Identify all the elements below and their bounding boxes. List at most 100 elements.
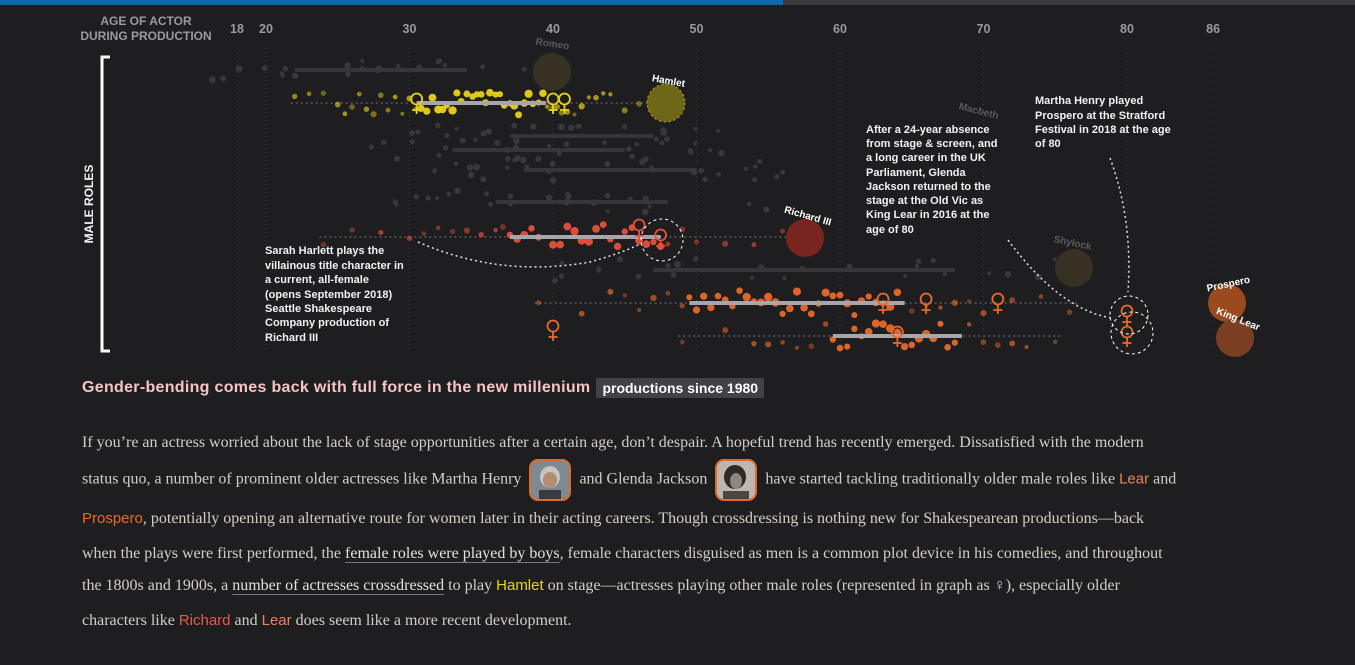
data-point — [478, 231, 485, 238]
boys-roles-link[interactable]: female roles were played by boys — [345, 545, 560, 562]
data-point — [292, 93, 298, 100]
shylock-ghost-bubble — [1055, 249, 1093, 287]
ghost-point — [529, 123, 537, 131]
data-point — [864, 328, 873, 336]
ghost-point — [752, 177, 758, 183]
ghost-point — [504, 146, 511, 154]
data-point — [600, 91, 606, 96]
ghost-point — [688, 149, 694, 155]
chart-marks — [290, 88, 1134, 352]
female-actor-marker — [558, 92, 571, 114]
glenda-jackson-avatar[interactable] — [715, 459, 758, 501]
data-point — [578, 310, 585, 317]
article-text: and — [234, 612, 258, 629]
ghost-point — [208, 76, 216, 84]
data-point — [980, 310, 987, 317]
ghost-point — [665, 263, 671, 269]
hamlet-link[interactable]: Hamlet — [496, 577, 544, 594]
ghost-point — [282, 65, 289, 72]
data-point — [714, 292, 722, 300]
data-point — [448, 106, 457, 115]
data-point — [844, 343, 851, 350]
data-point — [851, 312, 858, 319]
data-point — [908, 341, 916, 349]
female-marker-circle — [632, 218, 646, 232]
data-point — [751, 340, 757, 347]
article-line-5: the 1800s and 1900s, a number of actress… — [82, 577, 1120, 595]
data-point — [349, 227, 355, 233]
data-point — [453, 89, 461, 97]
ghost-point — [649, 165, 654, 170]
x-tick-labels: 18 20 30 40 50 60 70 80 86 — [230, 22, 1220, 36]
data-point — [879, 320, 887, 329]
ghost-point — [690, 168, 698, 176]
female-actor-marker — [410, 92, 424, 114]
data-point — [836, 344, 844, 352]
female-marker-circle — [558, 92, 571, 106]
data-point — [909, 308, 915, 314]
ghost-point — [621, 124, 628, 130]
data-point — [944, 344, 951, 351]
article-line-6: characters like Richard and Lear does se… — [82, 612, 572, 630]
x-tick-label: 60 — [833, 22, 847, 36]
hamlet-bubble — [647, 84, 685, 122]
martha-henry-avatar[interactable] — [529, 459, 572, 501]
ghost-point — [280, 73, 285, 78]
ghost-point — [442, 145, 449, 151]
data-point — [528, 225, 535, 232]
ghost-point — [639, 199, 644, 204]
richard-link[interactable]: Richard — [178, 612, 231, 629]
ghost-point — [344, 62, 351, 69]
data-point — [692, 306, 701, 314]
data-point — [938, 305, 943, 310]
ghost-point — [575, 123, 581, 129]
female-actor-marker — [1120, 304, 1134, 326]
data-point — [1052, 339, 1058, 345]
lear-bubble — [1216, 319, 1254, 357]
data-point — [893, 288, 902, 297]
hamlet-bubble-hatch — [646, 83, 686, 123]
ghost-point — [393, 155, 400, 162]
ghost-point — [507, 193, 514, 200]
ghost-point — [521, 67, 527, 72]
data-point — [780, 228, 786, 234]
harlett-note: Sarah Harlett plays the villainous title… — [265, 245, 407, 344]
data-point — [822, 321, 829, 327]
data-point — [370, 111, 377, 118]
ghost-point — [915, 258, 922, 264]
ghost-point — [915, 263, 920, 269]
data-point — [794, 345, 799, 350]
article-text: If you’re an actress worried about the l… — [82, 434, 1144, 451]
article-text: on stage—actresses playing other male ro… — [547, 577, 1120, 594]
crossdressed-link[interactable]: number of actresses crossdressed — [232, 577, 445, 594]
article-text: have started tackling traditionally olde… — [765, 470, 1116, 488]
data-point — [428, 93, 437, 102]
ghost-point — [659, 140, 665, 146]
data-point — [349, 104, 355, 110]
ghost-point — [375, 65, 383, 72]
data-point — [592, 224, 600, 233]
article-text: characters like — [82, 612, 175, 629]
data-point — [549, 240, 557, 249]
prospero-link[interactable]: Prospero — [82, 510, 143, 527]
ghost-point — [617, 256, 624, 263]
ghost-point — [670, 271, 677, 278]
female-marker-circle — [991, 292, 1005, 306]
ghost-point — [381, 139, 387, 146]
ghost-point — [1052, 257, 1057, 262]
ghost-point — [716, 172, 722, 177]
data-point — [463, 227, 471, 234]
lear-link-2[interactable]: Lear — [261, 612, 292, 629]
ghost-point — [752, 164, 758, 169]
ghost-label-romeo: Romeo — [535, 37, 570, 53]
lear-link[interactable]: Lear — [1119, 470, 1150, 488]
female-actor-marker — [991, 292, 1005, 314]
ghost-point — [513, 144, 519, 151]
ghost-point — [757, 264, 765, 271]
harlett-arrow — [417, 241, 643, 268]
data-point — [438, 105, 447, 114]
x-tick-label: 30 — [403, 22, 417, 36]
article-text: to play — [448, 577, 493, 594]
data-point — [621, 228, 628, 235]
prospero-bubble — [1208, 284, 1246, 322]
